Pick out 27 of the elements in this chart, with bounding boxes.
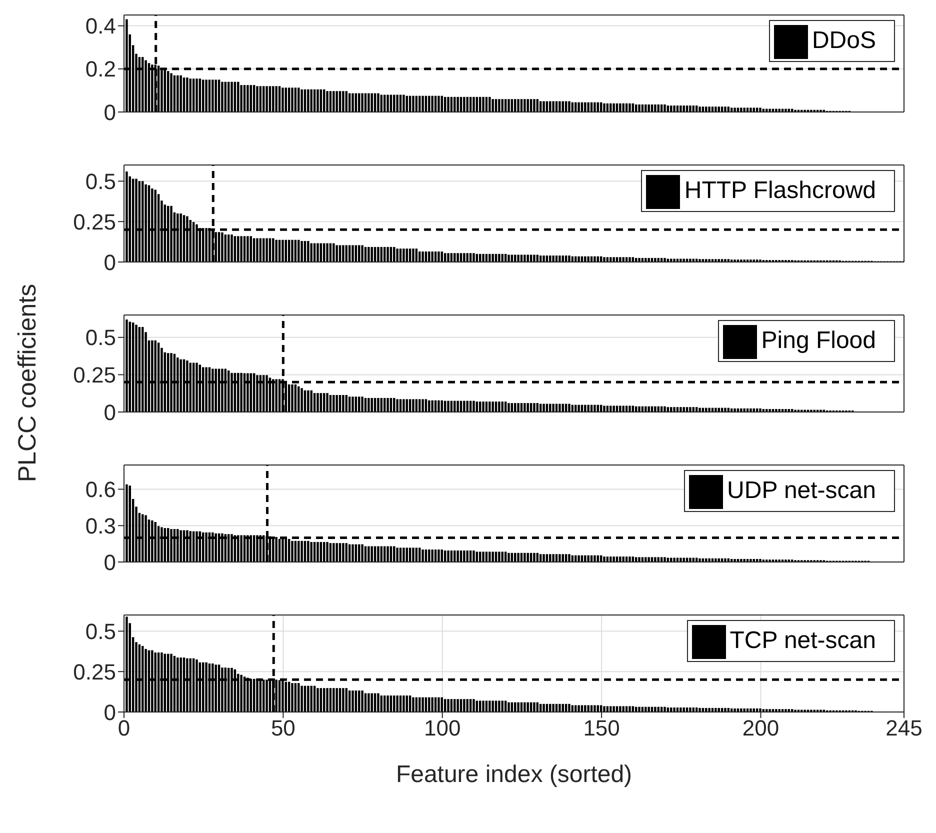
y-tick-label: 0.25: [73, 362, 116, 388]
y-tick-label: 0: [104, 100, 116, 125]
y-tick-label: 0: [104, 400, 116, 425]
y-tick-label: 0.5: [85, 325, 116, 350]
x-tick-label: 50: [270, 716, 296, 741]
y-tick-label: 0: [104, 250, 116, 275]
y-tick-label: 0.6: [85, 477, 116, 502]
legend-label: Ping Flood: [761, 327, 876, 354]
y-tick-label: 0.5: [85, 168, 116, 194]
y-tick-label: 0: [104, 700, 116, 725]
y-tick-label: 0.25: [73, 209, 116, 234]
y-tick-label: 0.4: [85, 14, 116, 39]
y-tick-label: 0.5: [85, 618, 116, 644]
x-tick-label: 150: [583, 716, 620, 741]
legend-label: UDP net-scan: [727, 477, 876, 504]
y-tick-label: 0.3: [85, 513, 116, 538]
x-tick-label: 245: [886, 716, 922, 741]
legend-label: TCP net-scan: [730, 627, 876, 654]
y-axis-title: PLCC coefficients: [14, 284, 42, 482]
legend-label: HTTP Flashcrowd: [684, 177, 876, 204]
x-tick-label: 100: [424, 716, 461, 741]
y-tick-label: 0: [104, 550, 116, 575]
legend-label: DDoS: [812, 27, 876, 54]
x-axis-title: Feature index (sorted): [396, 761, 632, 788]
x-tick-label: 200: [742, 716, 780, 741]
y-tick-label: 0.2: [85, 56, 116, 82]
y-tick-label: 0.25: [73, 659, 116, 684]
